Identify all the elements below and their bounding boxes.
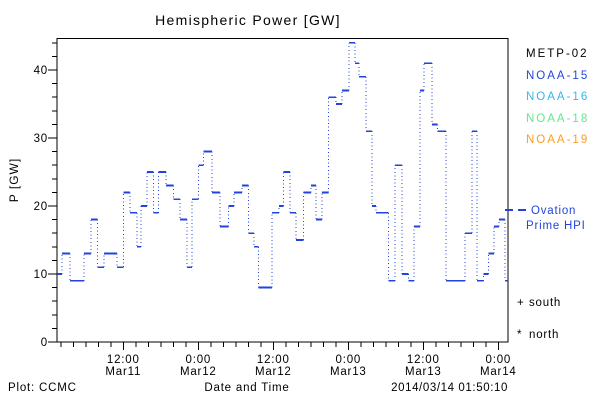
line-dash-icon — [505, 208, 513, 211]
ovation-label-2: Prime HPI — [526, 219, 586, 232]
plot-timestamp: 2014/03/14 01:50:10 — [391, 382, 508, 394]
y-tick-label: 10 — [34, 269, 48, 281]
y-tick-label: 40 — [34, 65, 48, 77]
x-tick-date-label: Mar12 — [180, 366, 217, 378]
x-tick-time-label: 12:00 — [257, 354, 290, 366]
north-marker-legend: * north — [517, 329, 559, 341]
x-tick-time-label: 12:00 — [107, 354, 140, 366]
x-tick-date-label: Mar11 — [105, 366, 141, 378]
ovation-label-1: Ovation — [531, 205, 577, 217]
legend-item-noaa-15: NOAA-15 — [526, 69, 590, 82]
line-dash-icon — [518, 208, 526, 211]
north-label: north — [529, 329, 560, 341]
legend-item-noaa-18: NOAA-18 — [526, 112, 590, 125]
x-tick-time-label: 0:00 — [336, 354, 362, 366]
asterisk-marker-icon: * — [517, 329, 523, 341]
y-tick-label: 0 — [41, 337, 48, 349]
y-axis-title: P [GW] — [7, 157, 21, 203]
x-tick-date-label: Mar13 — [330, 366, 367, 378]
south-marker-legend: + south — [517, 297, 561, 309]
x-tick-date-label: Mar12 — [255, 366, 292, 378]
ovation-line-legend: Ovation Prime HPI — [505, 205, 586, 232]
legend-item-metp-02: METP-02 — [526, 48, 589, 60]
y-tick-label: 30 — [34, 133, 48, 145]
legend-item-noaa-16: NOAA-16 — [526, 91, 590, 103]
x-tick-time-label: 0:00 — [486, 354, 512, 366]
x-tick-time-label: 12:00 — [407, 354, 440, 366]
chart-title: Hemispheric Power [GW] — [155, 12, 341, 28]
plus-marker-icon: + — [517, 297, 525, 309]
satellite-legend: METP-02 NOAA-15 NOAA-16 NOAA-18 NOAA-19 — [526, 44, 589, 152]
x-tick-date-label: Mar14 — [480, 366, 517, 378]
y-tick-label: 20 — [34, 201, 48, 213]
plot-source-label: Plot: CCMC — [8, 382, 77, 394]
plot-border — [56, 38, 509, 343]
x-tick-date-label: Mar13 — [405, 366, 442, 378]
south-label: south — [529, 297, 562, 309]
x-tick-time-label: 0:00 — [186, 354, 212, 366]
legend-item-noaa-19: NOAA-19 — [526, 134, 590, 146]
x-axis-title: Date and Time — [204, 382, 290, 394]
ovation-legend-line1: Ovation — [505, 205, 586, 218]
